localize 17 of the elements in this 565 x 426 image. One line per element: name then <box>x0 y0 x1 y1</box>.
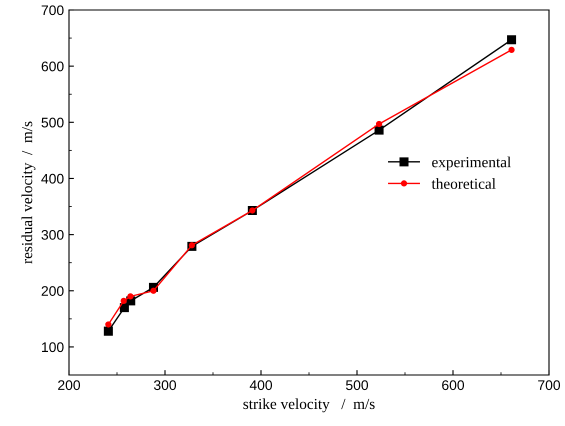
y-tick-label: 100 <box>42 342 64 352</box>
y-tick-label: 500 <box>42 118 64 128</box>
x-tick-label: 200 <box>58 380 80 390</box>
y-tick-label: 400 <box>41 174 64 184</box>
y-tick-label: 200 <box>42 286 64 296</box>
legend-label: experimental <box>432 156 511 170</box>
x-axis-title: strike velocity / m/s <box>243 398 375 412</box>
y-tick-label: 700 <box>42 5 64 16</box>
y-tick-label: 600 <box>42 61 64 72</box>
x-tick-label: 400 <box>250 380 272 390</box>
x-tick-label: 700 <box>538 380 560 390</box>
y-tick-label: 300 <box>42 230 64 240</box>
y-axis-title: residual velocity / m/s <box>22 122 36 264</box>
legend-label: theoretical <box>432 178 496 189</box>
x-tick-label: 500 <box>346 380 368 390</box>
x-tick-label: 600 <box>442 380 464 390</box>
x-tick-label: 300 <box>154 380 176 390</box>
